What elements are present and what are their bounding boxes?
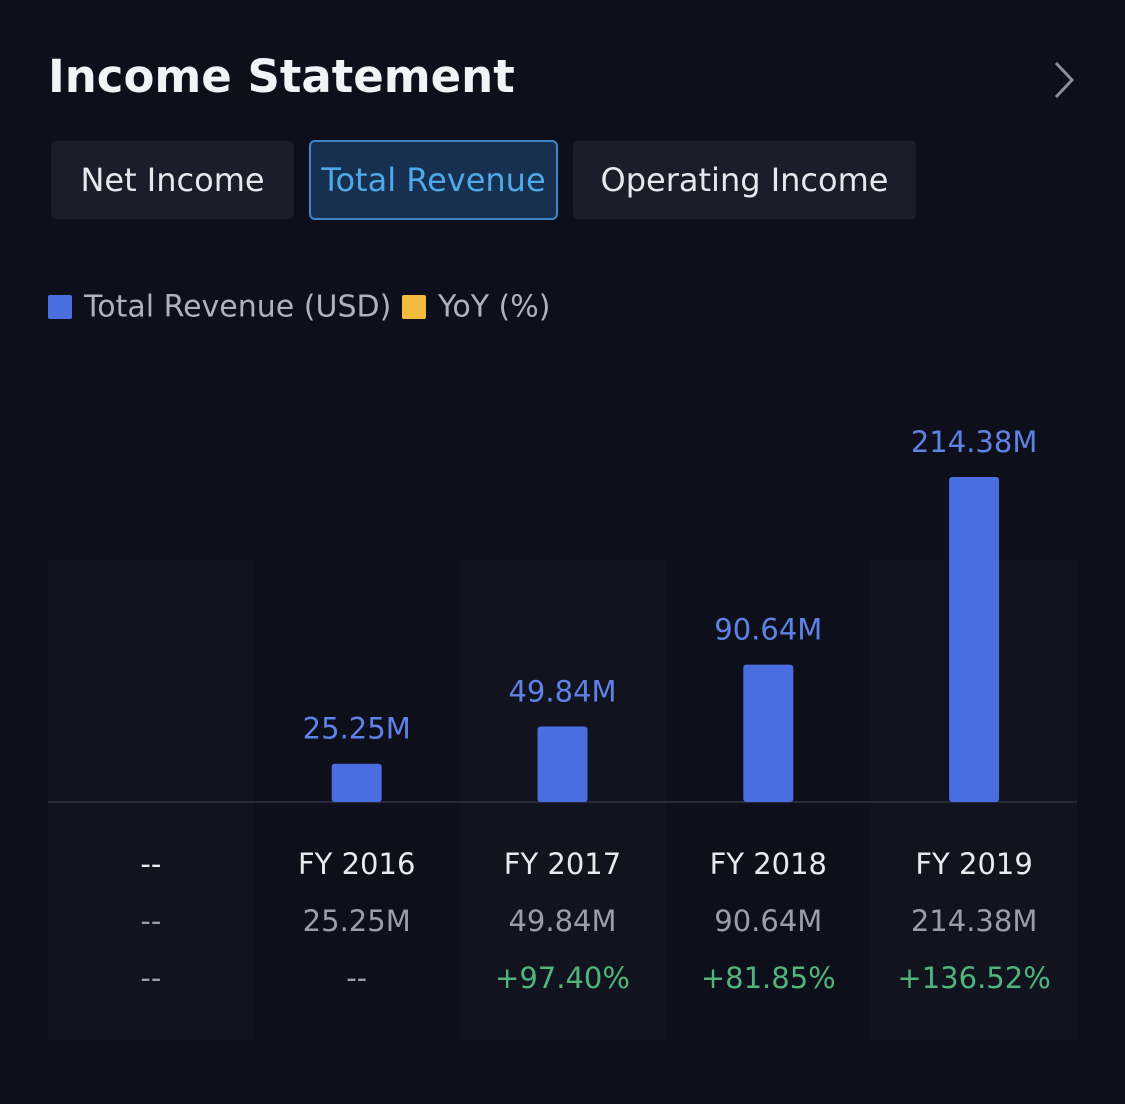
bar xyxy=(331,763,382,802)
revenue-cell: 49.84M xyxy=(508,904,616,938)
legend-swatch xyxy=(402,295,426,319)
revenue-cell: 90.64M xyxy=(714,904,822,938)
bar-value-label: 25.25M xyxy=(303,712,411,746)
category-label: FY 2016 xyxy=(298,847,415,881)
legend: Total Revenue (USD) YoY (%) xyxy=(48,290,550,325)
yoy-cell: +97.40% xyxy=(495,961,630,995)
yoy-cell: +136.52% xyxy=(897,961,1050,995)
category-label: FY 2019 xyxy=(915,847,1032,881)
yoy-cell: -- xyxy=(140,961,161,995)
tab[interactable] xyxy=(309,140,558,220)
bar-value-label: 90.64M xyxy=(714,613,822,647)
legend-swatch xyxy=(48,295,72,319)
tab[interactable] xyxy=(573,141,916,219)
category-label: FY 2018 xyxy=(710,847,827,881)
revenue-cell: -- xyxy=(140,904,161,938)
revenue-cell: 214.38M xyxy=(911,904,1038,938)
bar-value-label: 214.38M xyxy=(911,425,1038,459)
tab-label: Operating Income xyxy=(601,161,889,199)
chevron-right[interactable] xyxy=(1054,61,1075,99)
tab-label: Total Revenue xyxy=(320,161,545,199)
tab-label: Net Income xyxy=(80,161,264,199)
yoy-cell: -- xyxy=(346,961,367,995)
bar xyxy=(949,477,1000,802)
legend-label: Total Revenue (USD) xyxy=(83,290,391,325)
bar xyxy=(537,726,588,802)
chart: -- -- -- 25.25M FY 2016 25.25M -- 49.84M FY 2017… xyxy=(48,425,1077,995)
category-label: FY 2017 xyxy=(504,847,621,881)
tab-bar: Net Income Total Revenue Operating Income xyxy=(51,140,916,220)
page-title: Income Statement xyxy=(48,50,515,103)
category-label: -- xyxy=(140,847,161,881)
yoy-cell: +81.85% xyxy=(701,961,836,995)
revenue-cell: 25.25M xyxy=(303,904,411,938)
tab[interactable] xyxy=(51,141,294,219)
legend-label: YoY (%) xyxy=(437,290,550,325)
bar-value-label: 49.84M xyxy=(508,674,616,708)
bar xyxy=(743,664,794,802)
